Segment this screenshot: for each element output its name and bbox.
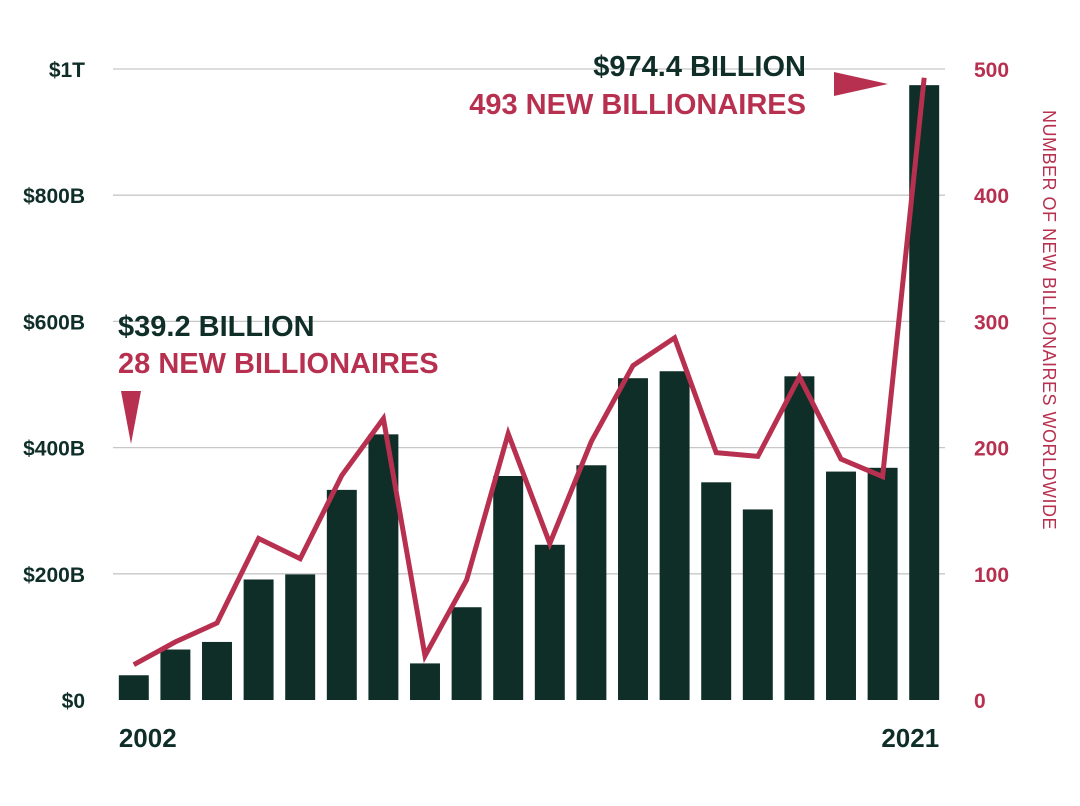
- right-tick-label-5: 500: [974, 59, 1009, 82]
- left-tick-label-4: $800B: [23, 185, 85, 208]
- left-tick-label-1: $200B: [23, 564, 85, 587]
- bar-2013: [576, 465, 607, 700]
- bar-2004: [202, 641, 232, 700]
- bar-2017: [742, 509, 773, 700]
- bar-2012: [534, 544, 565, 700]
- left-tick-label-3: $600B: [23, 311, 85, 334]
- bar-2007: [326, 489, 357, 700]
- right-tick-label-0: 0: [974, 690, 986, 713]
- x-tick-label-1: 2021: [881, 723, 939, 753]
- annotation-first-count: 28 NEW BILLIONAIRES: [118, 348, 439, 380]
- right-tick-label-1: 100: [974, 564, 1009, 587]
- line-series: [132, 77, 927, 667]
- bar-2020: [867, 467, 898, 700]
- bar-2002: [118, 675, 149, 700]
- bar-2003: [160, 649, 191, 700]
- bar-2016: [701, 482, 732, 700]
- bar-2009: [410, 663, 440, 700]
- right-axis-ticks: 0 100 200 300 400 500: [974, 59, 1009, 713]
- left-axis-ticks: $0 $200B $400B $600B $800B $1T: [23, 59, 85, 713]
- bar-2019: [826, 471, 856, 700]
- bar-2018: [784, 376, 815, 700]
- bar-2005: [243, 579, 274, 700]
- left-tick-label-0: $0: [62, 690, 85, 713]
- annotation-last-value: $974.4 BILLION: [593, 51, 806, 83]
- annotation-first-arrow: [121, 391, 141, 444]
- right-tick-label-2: 200: [974, 438, 1009, 461]
- bar-2010: [451, 607, 482, 700]
- bar-2014: [618, 378, 648, 700]
- bar-2006: [285, 574, 316, 700]
- annotation-last-count: 493 NEW BILLIONAIRES: [469, 89, 806, 121]
- left-tick-label-2: $400B: [23, 438, 85, 461]
- x-axis-ticks: 2002 2021: [119, 723, 939, 753]
- annotation-first-year: $39.2 BILLION 28 NEW BILLIONAIRES: [118, 311, 439, 444]
- x-tick-label-0: 2002: [119, 723, 177, 753]
- right-tick-label-3: 300: [974, 311, 1009, 334]
- annotation-last-year: $974.4 BILLION 493 NEW BILLIONAIRES: [469, 51, 888, 121]
- annotation-last-arrow: [834, 72, 888, 96]
- right-tick-label-4: 400: [974, 185, 1009, 208]
- new-billionaires-line: [132, 77, 927, 667]
- left-tick-label-5: $1T: [49, 59, 85, 82]
- bar-series: [118, 85, 940, 700]
- annotation-first-value: $39.2 BILLION: [118, 311, 315, 343]
- bar-2011: [493, 475, 524, 700]
- right-axis-title: NUMBER OF NEW BILLIONAIRES WORLDWIDE: [1039, 110, 1059, 530]
- bar-2015: [659, 371, 690, 700]
